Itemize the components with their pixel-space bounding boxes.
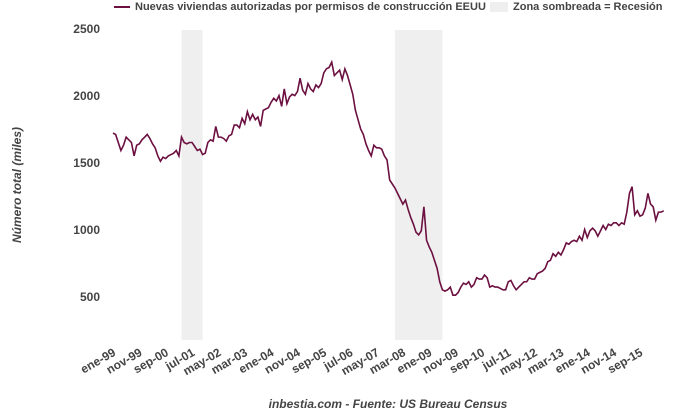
legend-label: Nuevas viviendas autorizadas por permiso… [135,1,486,13]
source: inbestia.com - Fuente: US Bureau Census [269,397,508,411]
recession-shade [394,30,443,340]
y-tick-label: 2000 [73,89,100,103]
legend-swatch [490,2,508,12]
y-tick-label: 1500 [73,156,100,170]
y-tick-label: 2500 [73,22,100,36]
recession-shade [181,30,203,340]
legend-label: Zona sombreada = Recesión [513,1,663,13]
y-axis-label: Número total (miles) [10,127,24,243]
series-line [112,59,665,296]
y-tick-label: 1000 [73,223,100,237]
y-tick-label: 500 [80,290,100,304]
